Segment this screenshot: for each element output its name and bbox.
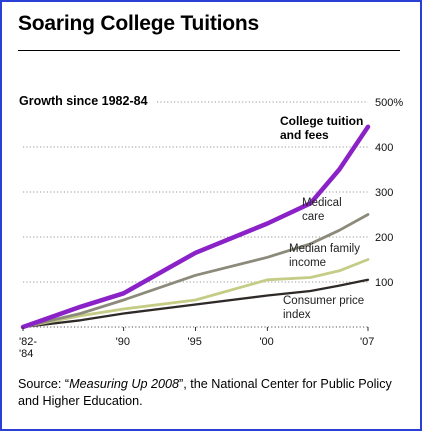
gridlines [23, 101, 368, 328]
y-tick-label: 200 [375, 232, 393, 244]
y-tick-label: 100 [375, 277, 393, 289]
series-label: Median family [289, 243, 360, 255]
x-tick-label: '82- [19, 336, 37, 348]
x-tick-label: '84 [19, 348, 33, 360]
page-title: Soaring College Tuitions [18, 12, 259, 35]
x-tick-label: '07 [360, 336, 374, 348]
chart-subtitle: Growth since 1982-84 [19, 94, 148, 108]
series-label: Consumer price [283, 295, 364, 307]
series-label: index [283, 309, 311, 321]
series-line-median-family-income [21, 258, 370, 329]
series-label: and fees [280, 128, 329, 142]
series-label: Medical [302, 197, 342, 209]
y-tick-label: 400 [375, 142, 393, 154]
y-tick-label: 500% [375, 97, 403, 109]
axis-ticks: 100 200 300 400 500% '82-'84 '90 '95 '00 '07 [19, 97, 403, 360]
series-line-consumer-price-index [21, 278, 370, 329]
series-label: care [302, 211, 324, 223]
series-line-medical-care [21, 213, 370, 329]
source-prefix: Source: “ [18, 377, 70, 391]
title-divider [18, 50, 400, 51]
source-title: Measuring Up 2008 [69, 377, 180, 391]
source-suffix: ”, the National Center for Public Policy… [18, 377, 392, 408]
series-label: income [289, 257, 326, 269]
series-line-college-tuition-and-fees [20, 124, 371, 330]
source-note: Source: “Measuring Up 2008”, the Nationa… [18, 376, 413, 410]
x-tick-label: '90 [116, 336, 130, 348]
line-chart: 100 200 300 400 500% '82-'84 '90 '95 '00 '07 Coll… [19, 94, 403, 360]
x-tick-label: '00 [259, 336, 273, 348]
series-label: College tuition [280, 114, 363, 128]
series-lines [20, 124, 371, 330]
y-tick-label: 300 [375, 187, 393, 199]
x-tick-label: '95 [188, 336, 202, 348]
